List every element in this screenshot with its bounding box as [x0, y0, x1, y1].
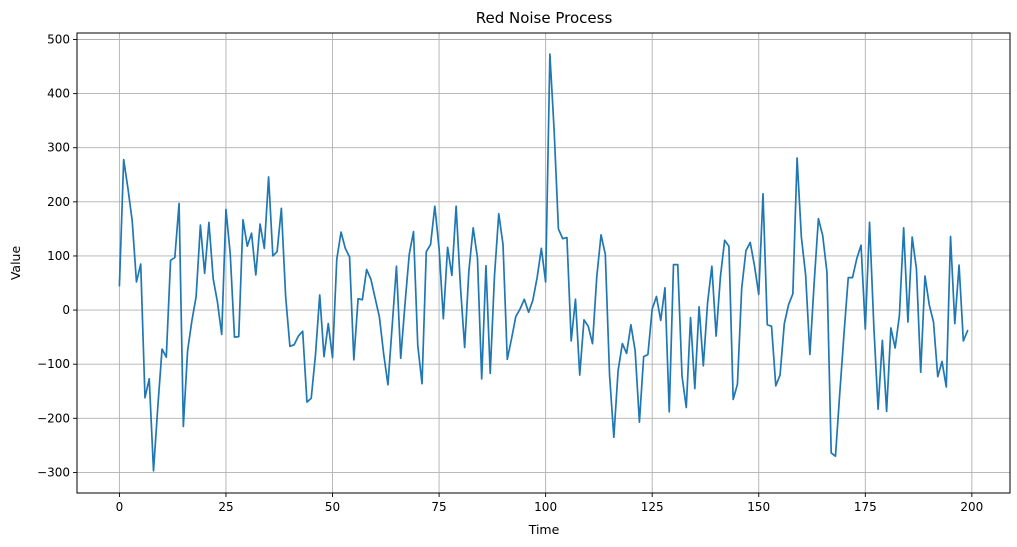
plot-frame — [76, 32, 1011, 494]
series-line — [118, 53, 969, 472]
y-axis-ticks: −300 −200 −100 0 100 200 300 400 500 — [37, 32, 77, 479]
x-tick-label: 125 — [641, 500, 664, 514]
y-tick-label: 300 — [47, 141, 70, 155]
x-tick-label: 0 — [116, 500, 124, 514]
y-tick-label: 500 — [47, 32, 70, 46]
chart-title: Red Noise Process — [476, 9, 613, 27]
y-tick-label: −200 — [37, 411, 70, 425]
x-tick-label: 150 — [747, 500, 770, 514]
x-axis-ticks: 0 25 50 75 100 125 150 175 200 — [116, 493, 983, 514]
x-tick-label: 50 — [325, 500, 340, 514]
plot-area — [118, 53, 969, 472]
x-axis-label: Time — [528, 522, 560, 537]
x-tick-label: 25 — [218, 500, 233, 514]
x-tick-label: 200 — [960, 500, 983, 514]
x-tick-label: 175 — [854, 500, 877, 514]
y-tick-label: 100 — [47, 249, 70, 263]
y-axis-label: Value — [8, 246, 23, 281]
y-tick-label: 200 — [47, 195, 70, 209]
x-tick-label: 75 — [431, 500, 446, 514]
y-tick-label: 400 — [47, 87, 70, 101]
grid-lines — [77, 33, 1010, 493]
y-tick-label: −100 — [37, 357, 70, 371]
y-tick-label: −300 — [37, 465, 70, 479]
y-tick-label: 0 — [62, 303, 70, 317]
x-tick-label: 100 — [534, 500, 557, 514]
